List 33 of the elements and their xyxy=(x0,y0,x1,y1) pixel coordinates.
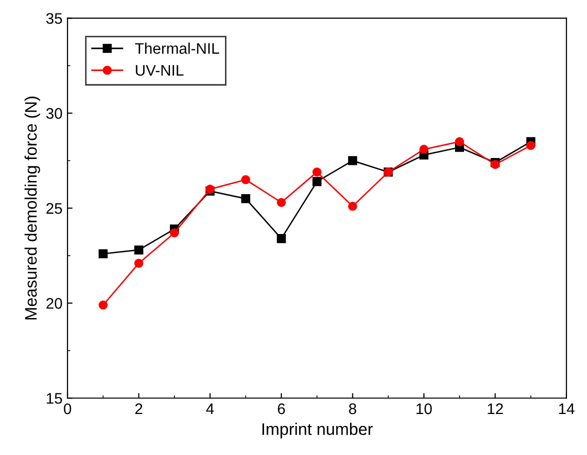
y-tick-label: 35 xyxy=(46,13,62,24)
x-tick-label: 14 xyxy=(559,404,575,414)
point xyxy=(419,144,428,154)
point xyxy=(348,156,358,166)
point xyxy=(276,198,286,207)
y-tick-label: 15 xyxy=(46,393,62,404)
y-tick-label: 25 xyxy=(46,203,62,214)
x-tick-label: 2 xyxy=(135,403,142,414)
point xyxy=(312,168,322,177)
legend-label: Thermal-NIL xyxy=(135,42,220,54)
point xyxy=(455,137,464,146)
y-tick-label: 20 xyxy=(46,298,62,309)
x-tick-label: 4 xyxy=(206,404,214,414)
x-tick-label: 12 xyxy=(488,403,503,414)
point xyxy=(241,194,250,204)
point xyxy=(241,175,250,184)
y-axis-title: Measured demolding force (N) xyxy=(24,96,40,320)
x-tick-label: 10 xyxy=(416,403,432,414)
y-tick-label: 30 xyxy=(46,108,62,119)
point xyxy=(98,300,108,310)
x-tick-label: 8 xyxy=(349,403,356,414)
point xyxy=(526,140,536,150)
point xyxy=(134,258,144,268)
point xyxy=(134,245,144,254)
point xyxy=(170,228,179,238)
x-axis-title: Imprint number xyxy=(262,422,373,438)
x-tick-label: 0 xyxy=(64,403,72,414)
point xyxy=(276,234,286,244)
point xyxy=(98,249,108,258)
point xyxy=(312,177,322,186)
x-tick-label: 6 xyxy=(278,403,285,414)
legend-label: UV-NIL xyxy=(136,65,184,76)
point xyxy=(348,202,358,211)
